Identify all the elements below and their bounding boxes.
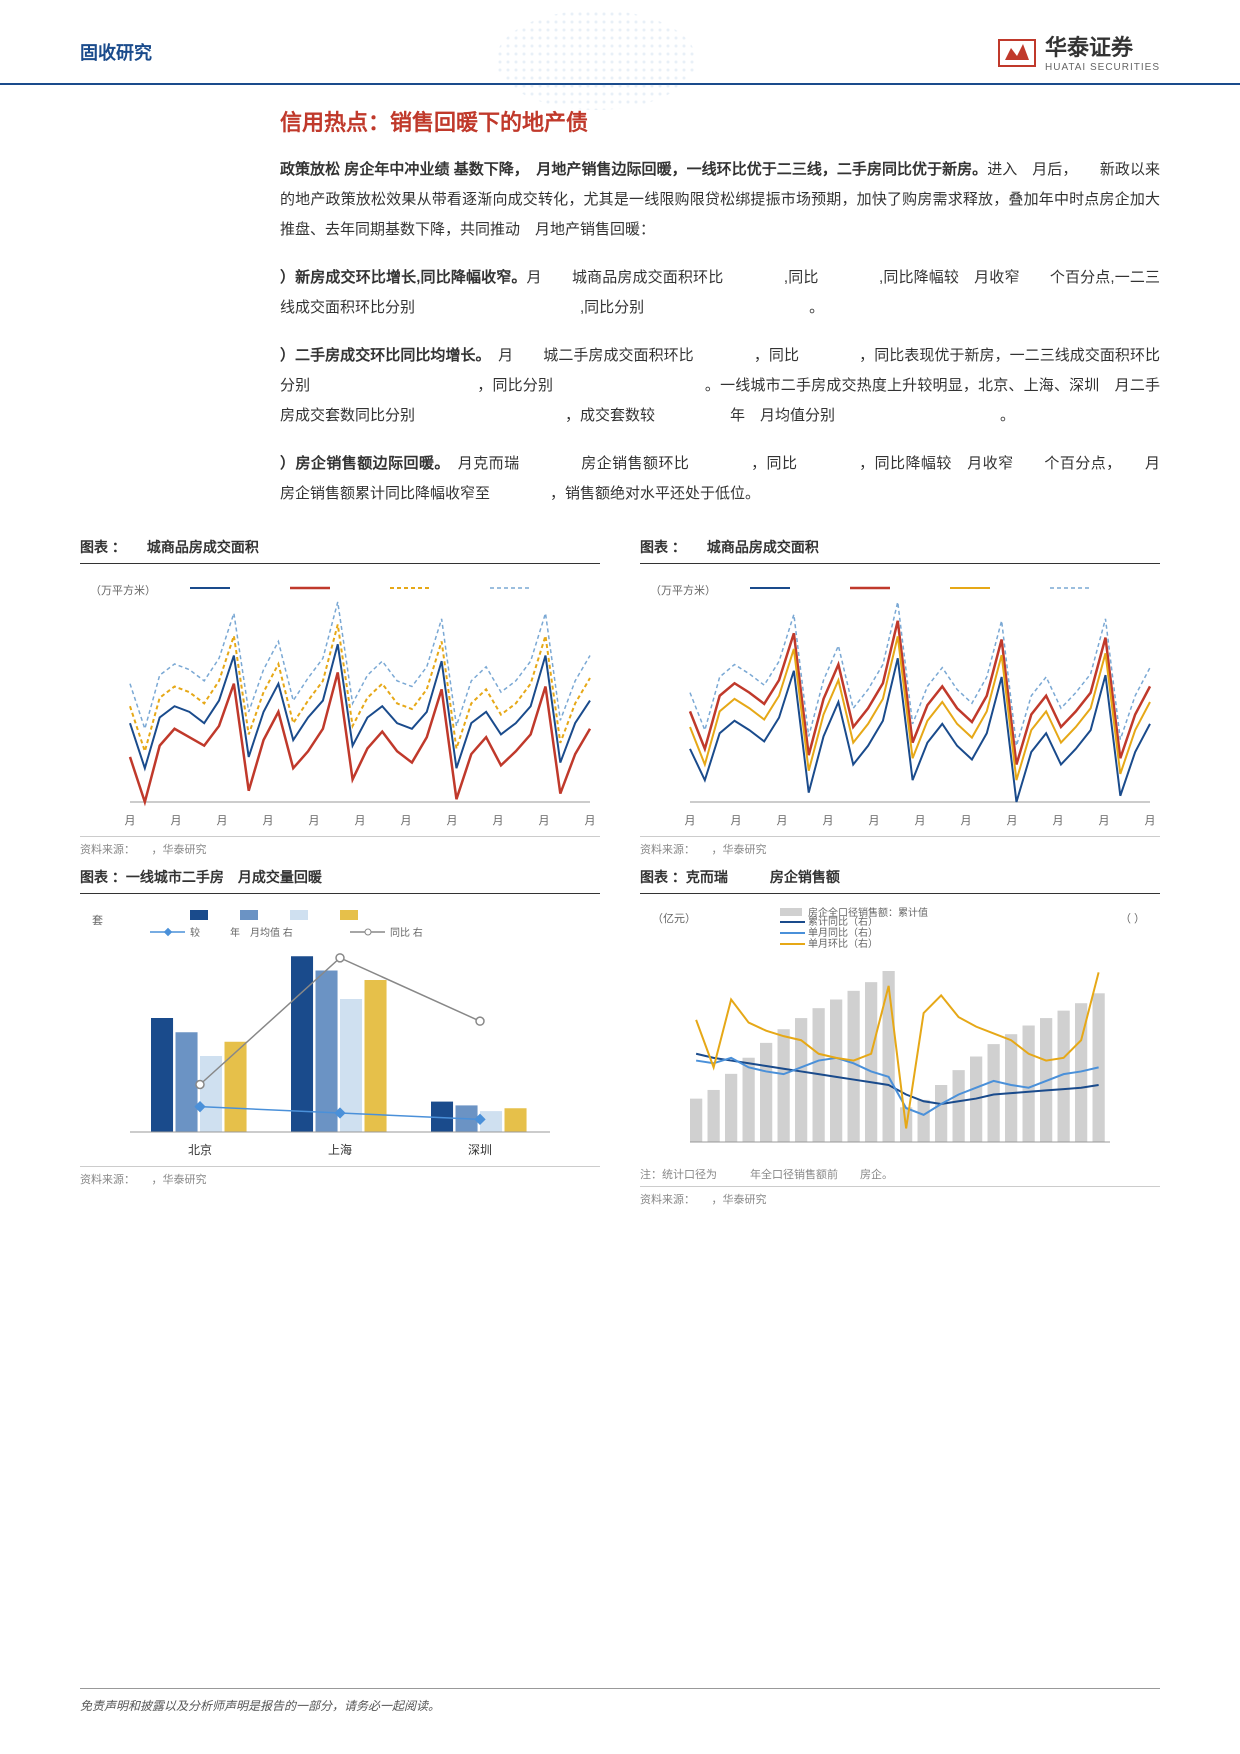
chart-1-box: （万平方米） 月 月 月 月 月 月 月 月 月 月 月 (80, 572, 600, 832)
chart-3-box: 套较 年 月均值 右 同比 右北京 上海 深圳 (80, 902, 600, 1162)
svg-text:月: 月 (125, 815, 136, 827)
svg-text:同比 右: 同比 右 (390, 926, 423, 939)
chart-4-box: （亿元）（ ）房企全口径销售额：累计值累计同比（右）单月同比（右）单月环比（右） (640, 902, 1160, 1162)
svg-text:月: 月 (777, 815, 788, 827)
chart-row-2: 图表 ：一线城市二手房 月成交量回暖 套较 年 月均值 右同比 右北京上海深圳 … (80, 867, 1160, 1207)
svg-text:套: 套 (92, 914, 103, 927)
svg-text:月: 月 (731, 815, 742, 827)
charts-area: 图表 ： 城商品房成交面积 （万平方米） 月 月 月 月 月 月 月 月 月 月 月 资料来源： ，华… (0, 527, 1240, 1227)
chart-1-source: 资料来源： ，华泰研究 (80, 836, 600, 857)
p1-bold: 政策放松 房企年中冲业绩 基数下降， 月地产销售边际回暖，一线环比优于二三线，二… (280, 161, 987, 178)
svg-text:上海: 上海 (328, 1142, 352, 1157)
svg-text:月: 月 (217, 815, 228, 827)
svg-text:月: 月 (823, 815, 834, 827)
svg-text:月: 月 (1099, 815, 1110, 827)
logo-icon (997, 32, 1037, 72)
chart-2-title: 图表 ： 城商品房成交面积 (640, 537, 1160, 564)
logo-cn: 华泰证券 (1045, 30, 1160, 62)
chart-2-col: 图表 ： 城商品房成交面积 （万平方米） 月 月 月 月 月 月 月 月 月 月 月 资料来源： ，华… (640, 537, 1160, 857)
p2-bold: ）新房成交环比增长,同比降幅收窄。 (280, 269, 527, 286)
doc-category: 固收研究 (80, 39, 152, 65)
chart-1-col: 图表 ： 城商品房成交面积 （万平方米） 月 月 月 月 月 月 月 月 月 月 月 资料来源： ，华… (80, 537, 600, 857)
logo-text: 华泰证券 HUATAI SECURITIES (1045, 30, 1160, 73)
svg-text:较 年 月均值 右: 较 年 月均值 右 (190, 926, 293, 939)
svg-text:月: 月 (355, 815, 366, 827)
svg-text:月: 月 (401, 815, 412, 827)
svg-text:（万平方米）: （万平方米） (90, 583, 156, 597)
svg-text:单月同比（右）: 单月同比（右） (808, 926, 878, 939)
svg-text:月: 月 (447, 815, 458, 827)
svg-text:月: 月 (915, 815, 926, 827)
svg-text:北京: 北京 (188, 1143, 212, 1157)
chart-1-title: 图表 ： 城商品房成交面积 (80, 537, 600, 564)
svg-text:（万平方米）: （万平方米） (650, 583, 716, 597)
main-content: 信用热点：销售回暖下的地产债 政策放松 房企年中冲业绩 基数下降， 月地产销售边… (0, 85, 1240, 509)
chart-row-1: 图表 ： 城商品房成交面积 （万平方米） 月 月 月 月 月 月 月 月 月 月 月 资料来源： ，华… (80, 537, 1160, 857)
svg-text:月: 月 (539, 815, 550, 827)
footer-disclaimer: 免责声明和披露以及分析师声明是报告的一部分，请务必一起阅读。 (80, 1688, 1160, 1714)
paragraph-1: 政策放松 房企年中冲业绩 基数下降， 月地产销售边际回暖，一线环比优于二三线，二… (280, 155, 1160, 245)
svg-text:月: 月 (1145, 815, 1156, 827)
p3-bold: ）二手房成交环比同比均增长。 (280, 347, 483, 364)
svg-text:月: 月 (171, 815, 182, 827)
svg-text:月: 月 (685, 815, 696, 827)
svg-text:月: 月 (1007, 815, 1018, 827)
svg-text:累计同比（右）: 累计同比（右） (808, 915, 878, 928)
chart-4-title: 图表 ：克而瑞 房企销售额 (640, 867, 1160, 894)
svg-text:（亿元）: （亿元） (652, 912, 696, 925)
svg-text:（ ）: （ ） (1120, 912, 1145, 925)
svg-text:月: 月 (493, 815, 504, 827)
svg-text:月: 月 (869, 815, 880, 827)
svg-text:深圳: 深圳 (468, 1143, 492, 1157)
svg-text:月: 月 (585, 815, 596, 827)
watermark-globe (496, 10, 696, 110)
chart-3-source: 资料来源： ，华泰研究 (80, 1166, 600, 1187)
paragraph-3: ）二手房成交环比同比均增长。 月 城二手房成交面积环比 ，同比 ，同比表现优于新… (280, 341, 1160, 431)
chart-3-title: 图表 ：一线城市二手房 月成交量回暖 (80, 867, 600, 894)
svg-text:月: 月 (961, 815, 972, 827)
chart-3-col: 图表 ：一线城市二手房 月成交量回暖 套较 年 月均值 右同比 右北京上海深圳 … (80, 867, 600, 1207)
chart-2-source: 资料来源： ，华泰研究 (640, 836, 1160, 857)
chart-4-col: 图表 ：克而瑞 房企销售额 （亿元）（ ）房企全口径销售额：累计值累计同比（右）… (640, 867, 1160, 1207)
company-logo-block: 华泰证券 HUATAI SECURITIES (997, 30, 1160, 73)
chart-4-note: 注：统计口径为 年全口径销售额前 房企。 (640, 1162, 1160, 1182)
p4-bold: ）房企销售额边际回暖。 (280, 455, 442, 472)
chart-2-box: （万平方米） 月 月 月 月 月 月 月 月 月 月 月 (640, 572, 1160, 832)
chart-4-source: 资料来源： ，华泰研究 (640, 1186, 1160, 1207)
svg-text:单月环比（右）: 单月环比（右） (808, 937, 878, 950)
section-title: 信用热点：销售回暖下的地产债 (280, 105, 1160, 137)
svg-text:月: 月 (1053, 815, 1064, 827)
paragraph-4: ）房企销售额边际回暖。 月克而瑞 房企销售额环比 ，同比 ，同比降幅较 月收窄 … (280, 449, 1160, 509)
svg-text:月: 月 (263, 815, 274, 827)
paragraph-2: ）新房成交环比增长,同比降幅收窄。月 城商品房成交面积环比 ,同比 ,同比降幅较… (280, 263, 1160, 323)
svg-text:月: 月 (309, 815, 320, 827)
logo-en: HUATAI SECURITIES (1045, 62, 1160, 73)
